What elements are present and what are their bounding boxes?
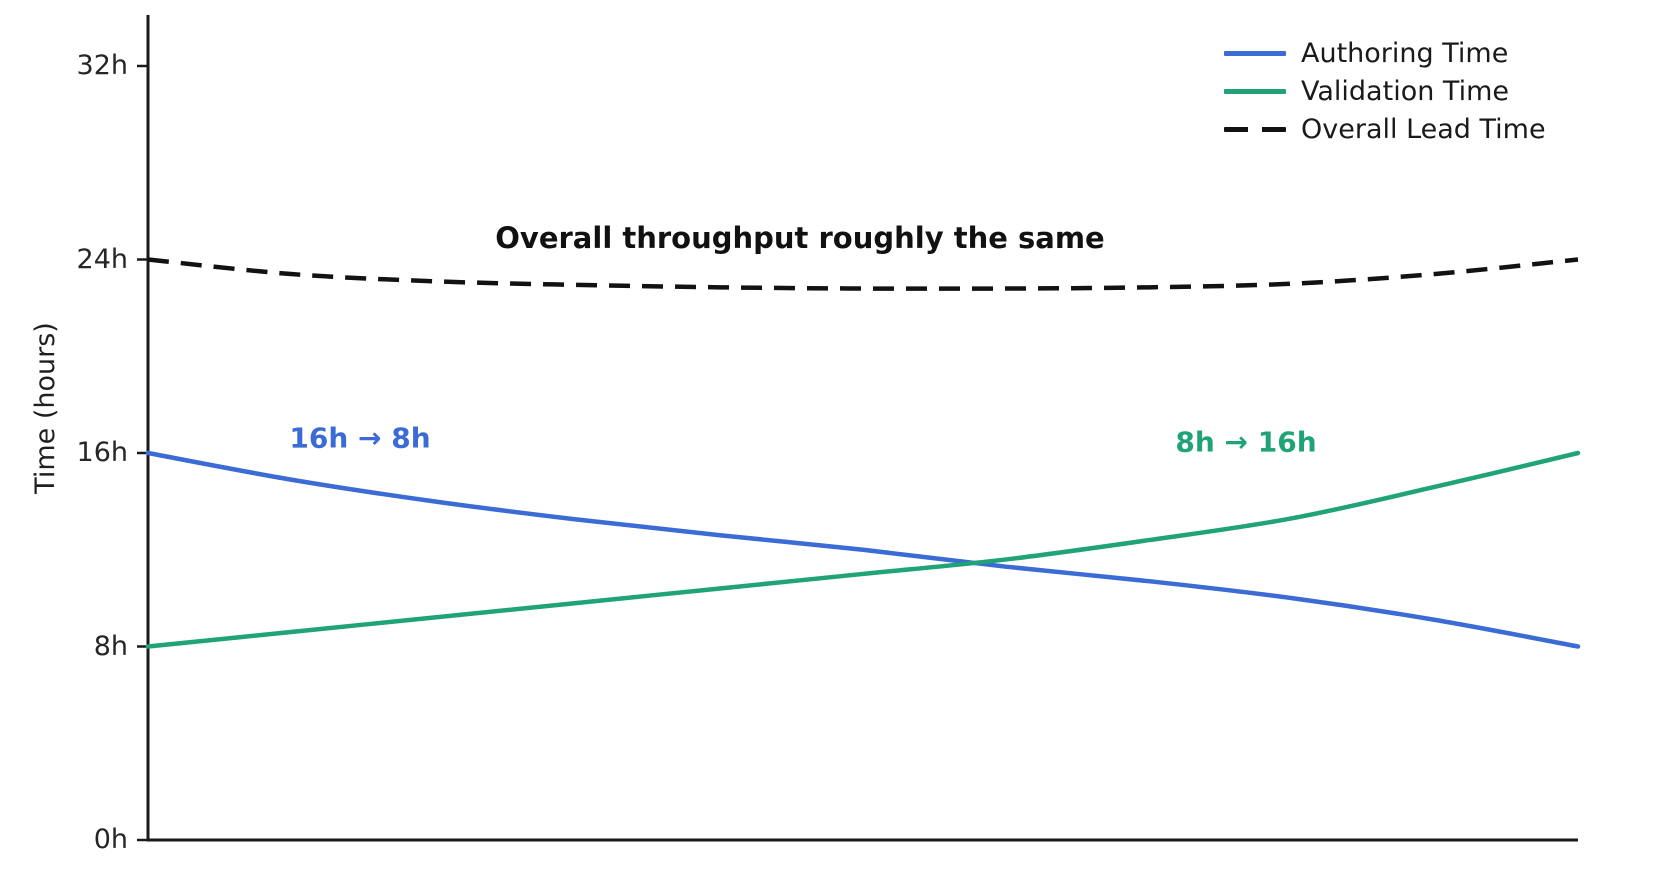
validation-time-line (145, 450, 1581, 649)
legend-label-authoring-time: Authoring Time (1301, 37, 1509, 69)
y-tick-label-8h: 8h (93, 630, 128, 662)
y-tick-label-0h: 0h (93, 824, 128, 855)
legend-label-overall-lead-time: Overall Lead Time (1301, 113, 1546, 145)
legend-item-validation-time: Validation Time (1224, 72, 1546, 110)
legend-swatch-authoring-time (1224, 50, 1286, 56)
legend: Authoring Time Validation Time Overall Lea… (1224, 34, 1546, 148)
overall-lead-time-line (147, 257, 1579, 291)
axes (137, 15, 1578, 842)
legend-swatch-validation-time (1224, 88, 1286, 94)
legend-label-validation-time: Validation Time (1301, 75, 1509, 107)
annotation-authoring-change: 16h → 8h (289, 421, 431, 455)
y-axis-title: Time (hours) (29, 322, 61, 494)
annotation-validation-change: 8h → 16h (1175, 425, 1317, 459)
data-series (145, 257, 1581, 649)
authoring-time-line (145, 450, 1581, 649)
legend-swatch-overall-lead-time (1224, 126, 1286, 132)
y-tick-label-16h: 16h (76, 437, 128, 468)
legend-item-authoring-time: Authoring Time (1224, 34, 1546, 72)
annotation-throughput: Overall throughput roughly the same (495, 221, 1105, 255)
y-tick-label-32h: 32h (76, 50, 128, 81)
y-tick-label-24h: 24h (76, 243, 128, 275)
legend-item-overall-lead-time: Overall Lead Time (1224, 110, 1546, 148)
